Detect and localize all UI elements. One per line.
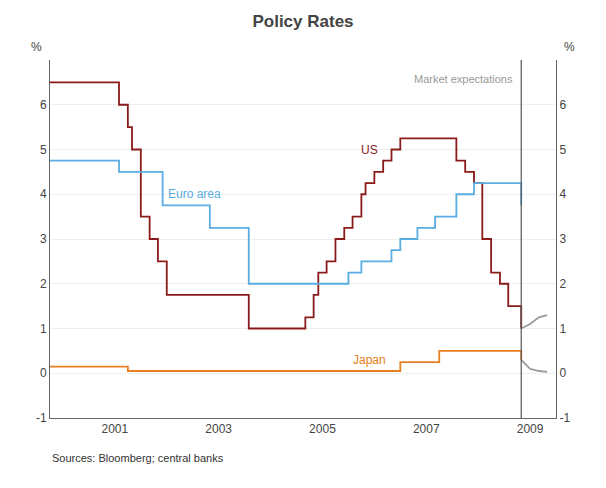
svg-text:Policy Rates: Policy Rates (252, 12, 353, 31)
svg-text:5: 5 (40, 143, 47, 157)
svg-text:%: % (31, 40, 42, 54)
svg-text:1: 1 (559, 322, 566, 336)
svg-text:2: 2 (559, 277, 566, 291)
svg-text:2: 2 (40, 277, 47, 291)
svg-text:2005: 2005 (309, 422, 336, 436)
svg-text:US: US (361, 143, 378, 157)
svg-text:%: % (564, 40, 575, 54)
svg-text:5: 5 (559, 143, 566, 157)
svg-text:3: 3 (40, 232, 47, 246)
svg-text:2007: 2007 (413, 422, 440, 436)
svg-text:2003: 2003 (205, 422, 232, 436)
svg-text:4: 4 (40, 187, 47, 201)
svg-text:2001: 2001 (102, 422, 129, 436)
svg-text:3: 3 (559, 232, 566, 246)
svg-text:0: 0 (559, 366, 566, 380)
svg-text:4: 4 (559, 187, 566, 201)
svg-text:Japan: Japan (353, 353, 386, 367)
svg-text:6: 6 (559, 98, 566, 112)
svg-text:Sources: Bloomberg; central ba: Sources: Bloomberg; central banks (52, 452, 224, 464)
svg-text:-1: -1 (559, 411, 570, 425)
svg-text:Euro area: Euro area (168, 187, 221, 201)
svg-text:1: 1 (40, 322, 47, 336)
svg-text:-1: -1 (36, 411, 47, 425)
svg-text:2009: 2009 (517, 422, 544, 436)
svg-text:0: 0 (40, 366, 47, 380)
svg-text:6: 6 (40, 98, 47, 112)
svg-text:Market expectations: Market expectations (414, 73, 513, 85)
